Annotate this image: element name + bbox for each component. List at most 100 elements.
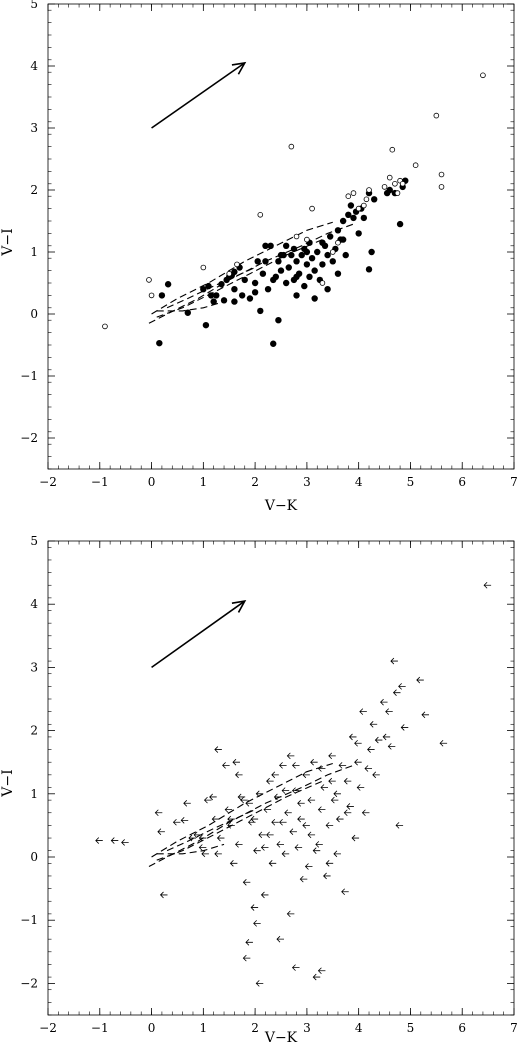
filled-point: [329, 258, 336, 265]
filled-point: [303, 248, 311, 256]
upper-limit-arrow: [302, 822, 310, 829]
upper-limit-arrow: [291, 964, 300, 971]
upper-limit-arrow: [154, 809, 163, 817]
x-tick-label: −1: [91, 1021, 109, 1035]
upper-limit-arrow: [286, 752, 295, 760]
upper-limit-arrow: [317, 806, 326, 813]
filled-point: [324, 251, 331, 259]
x-tick-label: 3: [303, 475, 311, 489]
upper-limit-arrow: [284, 809, 292, 817]
upper-limit-arrow: [297, 799, 305, 807]
upper-limit-arrow: [260, 844, 269, 851]
x-tick-label: 6: [458, 475, 466, 489]
filled-point: [231, 268, 238, 276]
upper-limit-arrow: [328, 777, 336, 785]
filled-point: [308, 255, 316, 262]
model-track: [166, 809, 256, 852]
y-tick-label: 2: [30, 724, 38, 738]
x-tick-label: −1: [91, 475, 109, 489]
filled-point: [293, 258, 300, 265]
upper-limit-arrow: [250, 815, 259, 823]
x-axis-label: V−K: [264, 1030, 298, 1046]
filled-point: [396, 220, 404, 228]
upper-limit-arrow: [348, 733, 357, 741]
filled-point: [158, 292, 166, 299]
upper-limit-arrow: [346, 803, 354, 810]
open-point: [200, 264, 207, 271]
x-tick-label: 1: [200, 475, 208, 489]
filled-point: [306, 273, 313, 280]
upper-limit-arrow: [367, 746, 375, 753]
model-track: [151, 221, 333, 315]
upper-limit-arrow: [390, 657, 398, 665]
upper-limit-arrow: [216, 834, 225, 842]
filled-point: [290, 245, 298, 253]
open-point: [146, 277, 152, 283]
upper-limit-arrow: [260, 891, 269, 899]
filled-point: [303, 261, 311, 268]
filled-point: [231, 298, 238, 305]
open-point: [234, 261, 240, 268]
filled-point: [213, 292, 220, 299]
upper-limit-arrow: [235, 771, 243, 779]
reddening-vector-head: [231, 599, 247, 613]
upper-limit-arrow: [247, 818, 256, 826]
upper-limit-arrow: [421, 711, 429, 719]
filled-point: [285, 264, 292, 271]
x-tick-label: 4: [355, 475, 363, 489]
upper-limit-arrow: [312, 973, 321, 981]
upper-limit-arrow: [395, 822, 404, 829]
open-point: [335, 239, 341, 246]
filled-point: [200, 286, 207, 293]
upper-limit-arrow: [245, 799, 253, 807]
upper-limit-arrow: [279, 818, 287, 826]
x-tick-label: 7: [510, 475, 518, 489]
upper-limit-arrow: [289, 828, 297, 836]
upper-limit-arrow: [291, 787, 300, 794]
upper-limit-arrow: [328, 752, 336, 760]
filled-point: [277, 251, 285, 259]
filled-point: [270, 340, 277, 347]
upper-limit-arrow: [400, 724, 409, 731]
y-tick-label: −1: [20, 369, 38, 383]
upper-limit-arrow: [263, 806, 272, 813]
filled-point: [311, 267, 318, 274]
upper-limit-arrow: [172, 818, 181, 826]
upper-limit-arrow: [229, 860, 238, 867]
upper-limit-arrow: [183, 799, 191, 807]
upper-limit-arrow: [281, 787, 290, 794]
upper-limit-arrow: [203, 796, 212, 804]
upper-limit-arrow: [343, 777, 352, 785]
open-point: [399, 181, 406, 187]
upper-limit-arrow: [307, 831, 316, 839]
x-tick-label: 0: [148, 1021, 156, 1035]
upper-limit-arrow: [354, 739, 362, 747]
filled-point: [205, 282, 212, 290]
upper-limit-arrow: [304, 863, 313, 870]
x-tick-label: 5: [407, 1021, 415, 1035]
upper-limit-arrow: [382, 733, 391, 741]
upper-limit-arrow: [110, 837, 119, 844]
upper-limit-arrow: [157, 828, 165, 836]
upper-limit-arrow: [359, 708, 367, 715]
filled-point: [218, 281, 225, 288]
open-point: [381, 184, 388, 190]
upper-limit-arrow: [198, 844, 207, 851]
upper-limit-arrow: [351, 834, 360, 842]
y-tick-label: −2: [20, 431, 38, 445]
filled-point: [371, 196, 378, 203]
upper-limit-arrow: [279, 762, 287, 769]
filled-point: [334, 270, 342, 277]
upper-limit-arrow: [227, 815, 235, 823]
upper-limit-arrow: [294, 844, 303, 851]
x-tick-label: 6: [458, 1021, 466, 1035]
x-tick-label: 2: [251, 475, 259, 489]
x-tick-label: 0: [148, 475, 156, 489]
filled-point: [156, 339, 163, 347]
upper-limit-arrow: [227, 822, 235, 829]
open-point: [355, 205, 362, 212]
filled-point: [301, 282, 308, 290]
y-axis-label: V−I: [0, 769, 16, 797]
filled-point: [231, 286, 238, 293]
filled-point: [282, 279, 290, 287]
